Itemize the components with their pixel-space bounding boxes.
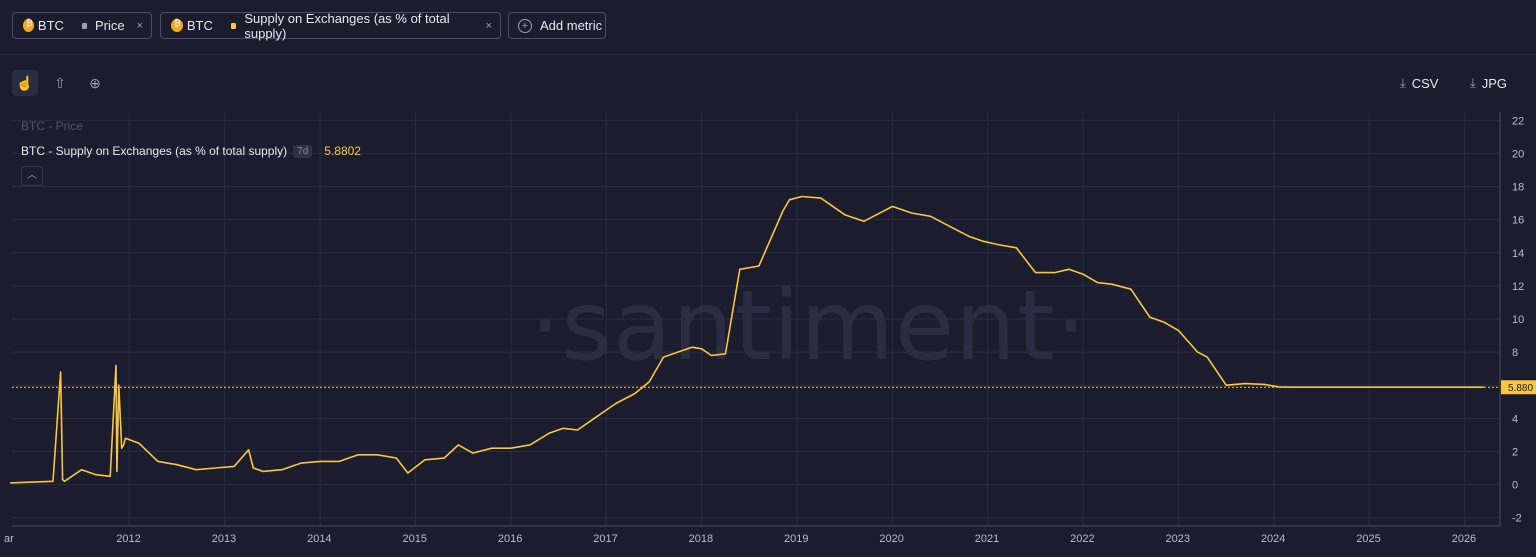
watermark: ·santiment· <box>530 270 1088 382</box>
zoom-icon: ⊕ <box>89 74 101 91</box>
jpg-label: JPG <box>1481 75 1508 91</box>
csv-label: CSV <box>1411 75 1439 91</box>
download-icon: ⤓ <box>1470 75 1476 90</box>
y-tick-label: -2 <box>1512 513 1522 525</box>
y-tick-label: 14 <box>1512 248 1524 260</box>
metric-chip-supply[interactable]: BTC Supply on Exchanges (as % of total s… <box>160 10 501 41</box>
y-tick-label: 10 <box>1512 314 1524 326</box>
y-tick-label: 12 <box>1512 281 1524 293</box>
x-tick-label: 2015 <box>402 533 426 545</box>
x-tick-label: 2025 <box>1356 533 1380 545</box>
y-tick-label: 20 <box>1512 148 1524 160</box>
download-icon: ⤓ <box>1400 75 1406 90</box>
series-swatch <box>81 22 87 29</box>
legend-supply-value: 5.8802 <box>324 144 361 158</box>
x-tick-label: 2016 <box>498 533 522 545</box>
x-tick-label: 2018 <box>689 533 713 545</box>
metrics-bar: BTC Price × BTC Supply on Exchanges (as … <box>0 0 1536 55</box>
x-tick-label: 2026 <box>1452 533 1476 545</box>
metric-name: Supply on Exchanges (as % of total suppl… <box>244 10 450 41</box>
x-tick-label: ar <box>4 533 14 545</box>
y-tick-label: 2 <box>1512 446 1518 458</box>
metric-name: Price <box>94 18 125 33</box>
csv-download-button[interactable]: ⤓ CSV <box>1400 75 1438 91</box>
cursor-tool-button[interactable]: ☝ <box>12 70 38 96</box>
add-metric-label: Add metric <box>540 18 603 33</box>
close-icon[interactable]: × <box>136 19 143 32</box>
series-swatch <box>230 22 237 29</box>
x-tick-label: 2017 <box>593 533 617 545</box>
y-tick-label: 4 <box>1512 413 1518 425</box>
chevron-up-icon: ︿ <box>27 170 37 181</box>
x-tick-label: 2012 <box>116 533 140 545</box>
x-tick-label: 2014 <box>307 533 331 545</box>
collapse-legend-button[interactable]: ︿ <box>21 166 43 186</box>
interval-badge: 7d <box>293 144 313 158</box>
cursor-icon: ☝ <box>16 74 34 91</box>
legend-supply: BTC - Supply on Exchanges (as % of total… <box>21 144 361 158</box>
legend-supply-label: BTC - Supply on Exchanges (as % of total… <box>21 144 288 158</box>
metric-chip-price[interactable]: BTC Price × <box>12 12 152 39</box>
jpg-download-button[interactable]: ⤓ JPG <box>1470 75 1507 91</box>
y-tick-label: 22 <box>1512 115 1524 127</box>
x-tick-label: 2019 <box>784 533 808 545</box>
x-tick-label: 2024 <box>1261 533 1285 545</box>
btc-icon <box>171 18 183 32</box>
current-value-label: 5.880 <box>1508 383 1533 394</box>
x-tick-label: 2022 <box>1070 533 1094 545</box>
x-tick-label: 2020 <box>879 533 903 545</box>
metric-asset: BTC <box>186 18 213 33</box>
metric-asset: BTC <box>37 18 64 33</box>
y-tick-label: 0 <box>1512 480 1518 492</box>
y-tick-label: 16 <box>1512 215 1524 227</box>
y-tick-label: 8 <box>1512 347 1518 359</box>
add-metric-button[interactable]: + Add metric <box>508 12 606 39</box>
home-icon: ⇧ <box>54 74 66 91</box>
x-tick-label: 2013 <box>212 533 236 545</box>
zoom-tool-button[interactable]: ⊕ <box>82 70 108 96</box>
supply-series-line <box>10 195 1484 484</box>
close-icon[interactable]: × <box>485 19 492 32</box>
y-tick-label: 18 <box>1512 182 1524 194</box>
plus-icon: + <box>518 18 532 33</box>
x-tick-label: 2021 <box>975 533 999 545</box>
legend-price: BTC - Price <box>21 119 84 133</box>
home-tool-button[interactable]: ⇧ <box>47 70 73 96</box>
x-tick-label: 2023 <box>1166 533 1190 545</box>
current-value-badge <box>1501 380 1536 395</box>
btc-icon <box>23 18 34 32</box>
